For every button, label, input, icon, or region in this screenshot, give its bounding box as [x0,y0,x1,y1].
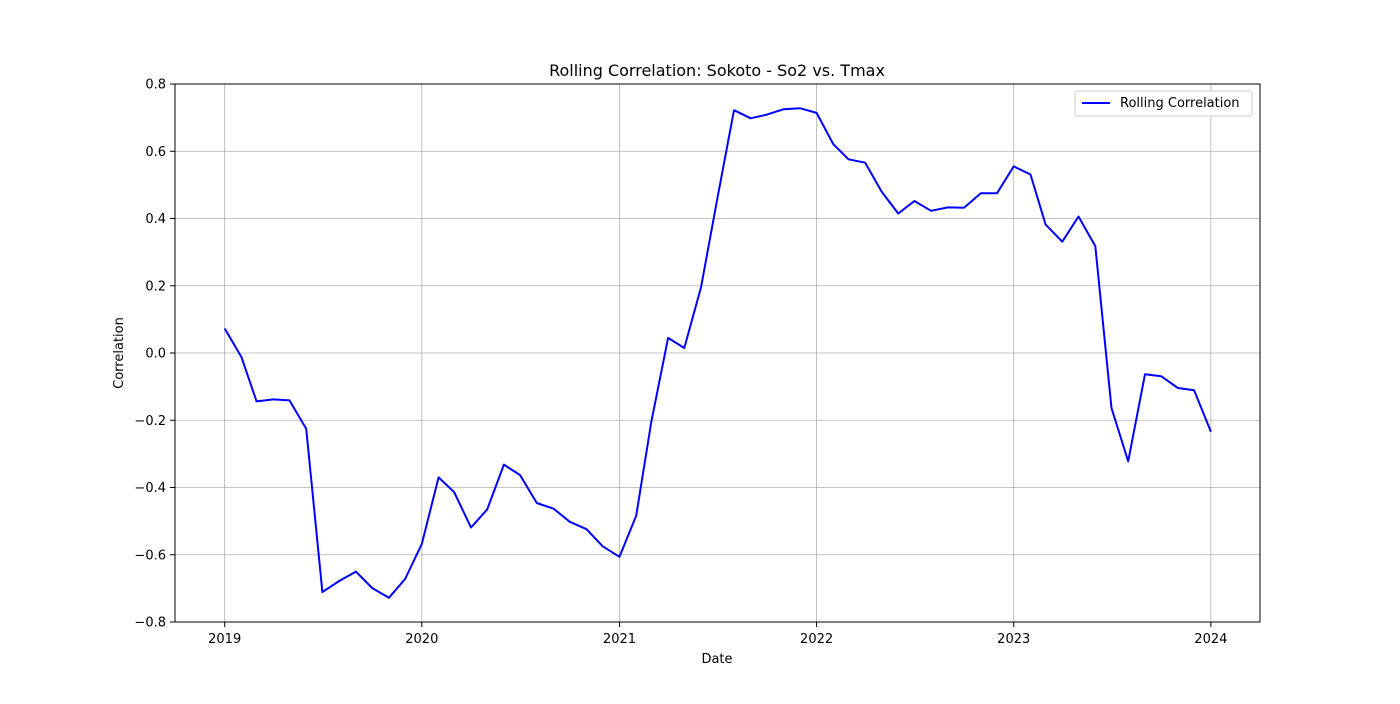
y-tick-label: 0.0 [145,347,166,362]
y-tick-label: 0.8 [145,78,166,93]
x-tick-label: 2021 [603,632,636,647]
legend-label: Rolling Correlation [1120,96,1240,111]
x-tick-label: 2022 [800,632,833,647]
x-tick-label: 2020 [405,632,438,647]
series-line [223,107,1212,599]
legend-box [1074,90,1253,117]
y-tick-label: 0.2 [145,279,166,294]
y-tick-label: −0.6 [134,548,166,563]
legend: Rolling Correlation [1074,90,1253,117]
y-tick-label: −0.2 [134,414,166,429]
x-tick-label: 2024 [1194,632,1227,647]
y-tick-label: −0.4 [134,481,166,496]
y-axis-label: Correlation [112,317,127,389]
x-tick-label: 2019 [208,632,241,647]
chart-title: Rolling Correlation: Sokoto - So2 vs. Tm… [549,61,885,80]
x-axis: 2019 2020 2021 2022 2023 2024 [208,622,1227,647]
y-tick-label: 0.6 [145,145,166,160]
series-layer [223,107,1212,599]
y-tick-label: −0.8 [134,616,166,631]
y-axis: −0.8 −0.6 −0.4 −0.2 0.0 0.2 0.4 0.6 0.8 [134,78,175,631]
x-axis-label: Date [701,652,732,667]
x-tick-label: 2023 [997,632,1030,647]
y-tick-label: 0.4 [145,212,166,227]
